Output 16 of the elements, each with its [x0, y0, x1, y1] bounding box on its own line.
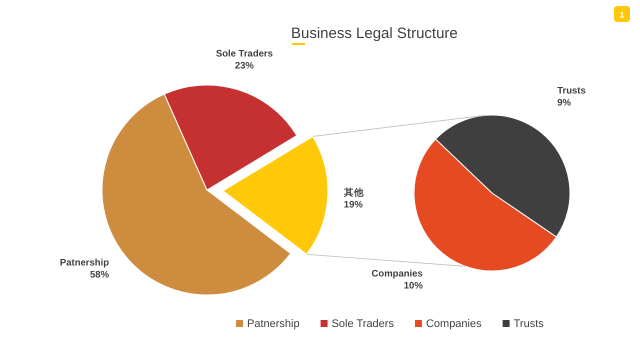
slice-label: 其他	[342, 186, 365, 198]
slice-label: Companies	[372, 268, 423, 280]
data-label: 23%	[234, 60, 254, 72]
data-label: 9%	[557, 98, 572, 109]
data-label: 10%	[404, 280, 424, 292]
chart-title: Business Legal Structure	[291, 25, 458, 42]
data-label: 19%	[344, 199, 364, 210]
data-label: 58%	[90, 270, 110, 281]
legend-label: Trusts	[514, 318, 544, 330]
legend-label: Patnership	[247, 318, 300, 330]
legend-label: Companies	[426, 318, 482, 330]
slice-label: Patnership	[60, 258, 110, 269]
slice-label: Trusts	[557, 86, 586, 97]
legend-label: Sole Traders	[332, 318, 394, 330]
slice-label: Sole Traders	[216, 48, 273, 60]
text: 1	[620, 10, 625, 20]
